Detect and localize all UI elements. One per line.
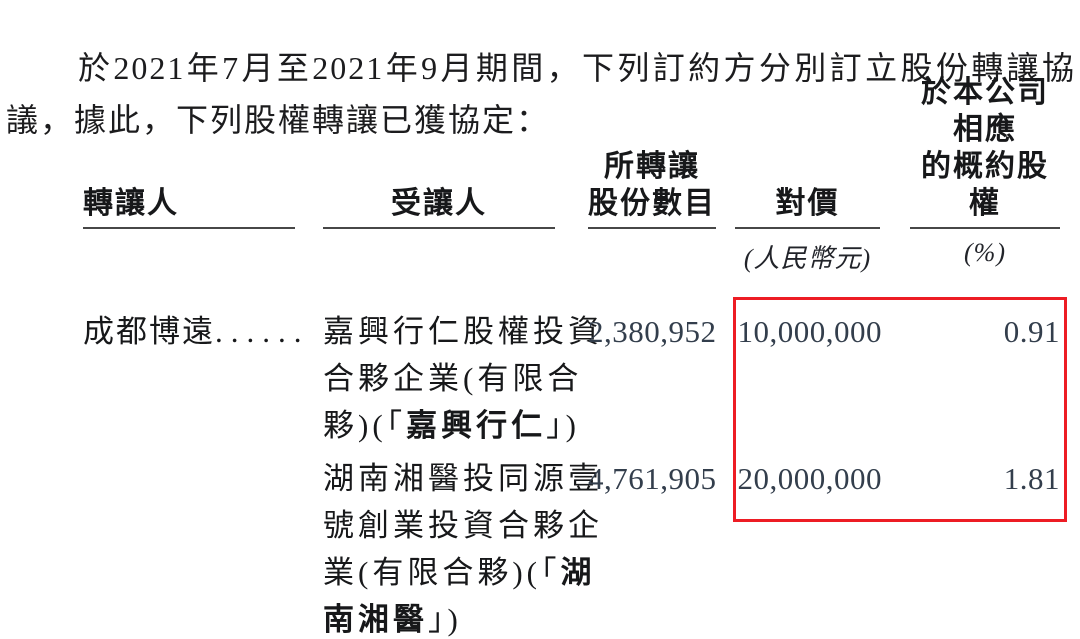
header-equity-line2: 的概約股權 xyxy=(921,150,1049,220)
transferee-line: 南湘醫」) xyxy=(323,596,625,639)
header-transferee: 受讓人 xyxy=(323,185,555,229)
header-transferor: 轉讓人 xyxy=(83,185,295,229)
header-transferee-label: 受讓人 xyxy=(391,187,487,220)
transferee-text: 業(有限合夥)(「 xyxy=(323,555,561,590)
transferee-text: 」) xyxy=(546,408,580,443)
equity-unit: (%) xyxy=(964,238,1006,267)
header-shares: 所轉讓 股份數目 xyxy=(588,148,716,229)
header-consideration: 對價 xyxy=(735,185,880,229)
transferee-text: 湖南湘醫投同源壹 xyxy=(323,461,603,496)
equity-pct-value: 1.81 xyxy=(1003,461,1060,496)
transferee-text: 夥)(「 xyxy=(323,408,407,443)
transferee-line: 合夥企業(有限合 xyxy=(323,355,625,402)
transferee-line: 號創業投資合夥企 xyxy=(323,502,625,549)
header-equity: 於本公司相應 的概約股權 xyxy=(910,74,1060,229)
shares-value: 4,761,905 xyxy=(588,461,717,496)
transferee-cell: 湖南湘醫投同源壹 號創業投資合夥企 業(有限合夥)(「湖 南湘醫」) xyxy=(323,455,625,639)
header-equity-line1: 於本公司相應 xyxy=(921,76,1049,146)
consideration-value: 10,000,000 xyxy=(737,314,882,349)
consideration-unit: (人民幣元) xyxy=(743,244,872,273)
header-shares-line1: 所轉讓 xyxy=(604,150,700,183)
header-consideration-label: 對價 xyxy=(775,187,840,220)
transferee-text: 」) xyxy=(428,602,462,637)
header-shares-line2: 股份數目 xyxy=(588,187,716,220)
transferor-name: 成都博遠 xyxy=(83,314,215,349)
header-transferor-label: 轉讓人 xyxy=(83,187,179,220)
equity-pct-value: 0.91 xyxy=(1003,314,1060,349)
transferee-defined-term: 嘉興行仁 xyxy=(406,408,547,443)
intro-paragraph: 於2021年7月至2021年9月期間，下列訂約方分別訂立股份轉讓協議，據此，下列… xyxy=(6,50,1076,138)
transferor-cell: 成都博遠...... xyxy=(83,308,328,355)
transferee-line: 業(有限合夥)(「湖 xyxy=(323,549,625,596)
transferee-text: 號創業投資合夥企 xyxy=(323,508,603,543)
consideration-value: 20,000,000 xyxy=(737,461,882,496)
transferee-text: 嘉興行仁股權投資 xyxy=(323,314,603,349)
transferee-defined-term: 湖 xyxy=(560,555,596,590)
transferee-line: 嘉興行仁股權投資 xyxy=(323,308,625,355)
transferee-text: 合夥企業(有限合 xyxy=(323,361,583,396)
transferee-line: 湖南湘醫投同源壹 xyxy=(323,455,625,502)
transferee-cell: 嘉興行仁股權投資 合夥企業(有限合 夥)(「嘉興行仁」) xyxy=(323,308,625,449)
shares-value: 2,380,952 xyxy=(588,314,717,349)
transferee-defined-term: 南湘醫 xyxy=(323,602,428,637)
dot-leaders: ...... xyxy=(215,314,310,349)
transferee-line: 夥)(「嘉興行仁」) xyxy=(323,402,625,449)
